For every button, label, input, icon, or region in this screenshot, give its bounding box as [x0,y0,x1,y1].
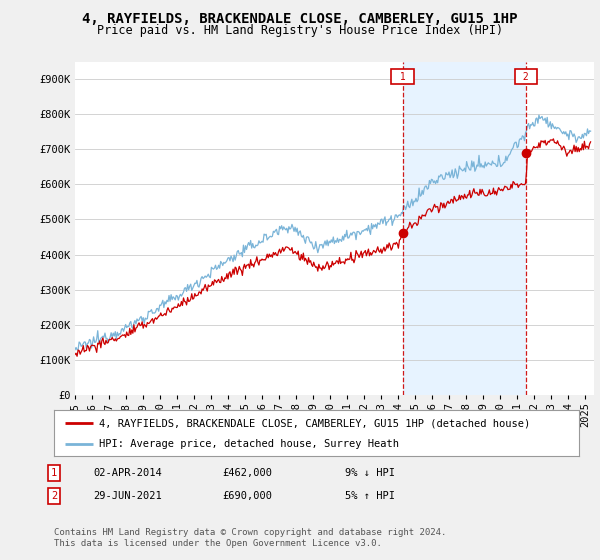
Text: 29-JUN-2021: 29-JUN-2021 [93,491,162,501]
Text: 02-APR-2014: 02-APR-2014 [93,468,162,478]
Text: 9% ↓ HPI: 9% ↓ HPI [345,468,395,478]
Text: £690,000: £690,000 [222,491,272,501]
Text: Contains HM Land Registry data © Crown copyright and database right 2024.
This d: Contains HM Land Registry data © Crown c… [54,528,446,548]
Text: Price paid vs. HM Land Registry's House Price Index (HPI): Price paid vs. HM Land Registry's House … [97,24,503,37]
Text: 1: 1 [394,72,412,82]
Text: 1: 1 [51,468,57,478]
Bar [403,62,526,395]
Text: 2: 2 [517,72,535,82]
Text: 4, RAYFIELDS, BRACKENDALE CLOSE, CAMBERLEY, GU15 1HP (detached house): 4, RAYFIELDS, BRACKENDALE CLOSE, CAMBERL… [98,418,530,428]
Text: 5% ↑ HPI: 5% ↑ HPI [345,491,395,501]
Text: HPI: Average price, detached house, Surrey Heath: HPI: Average price, detached house, Surr… [98,440,398,450]
Text: 4, RAYFIELDS, BRACKENDALE CLOSE, CAMBERLEY, GU15 1HP: 4, RAYFIELDS, BRACKENDALE CLOSE, CAMBERL… [82,12,518,26]
Text: £462,000: £462,000 [222,468,272,478]
Text: 2: 2 [51,491,57,501]
